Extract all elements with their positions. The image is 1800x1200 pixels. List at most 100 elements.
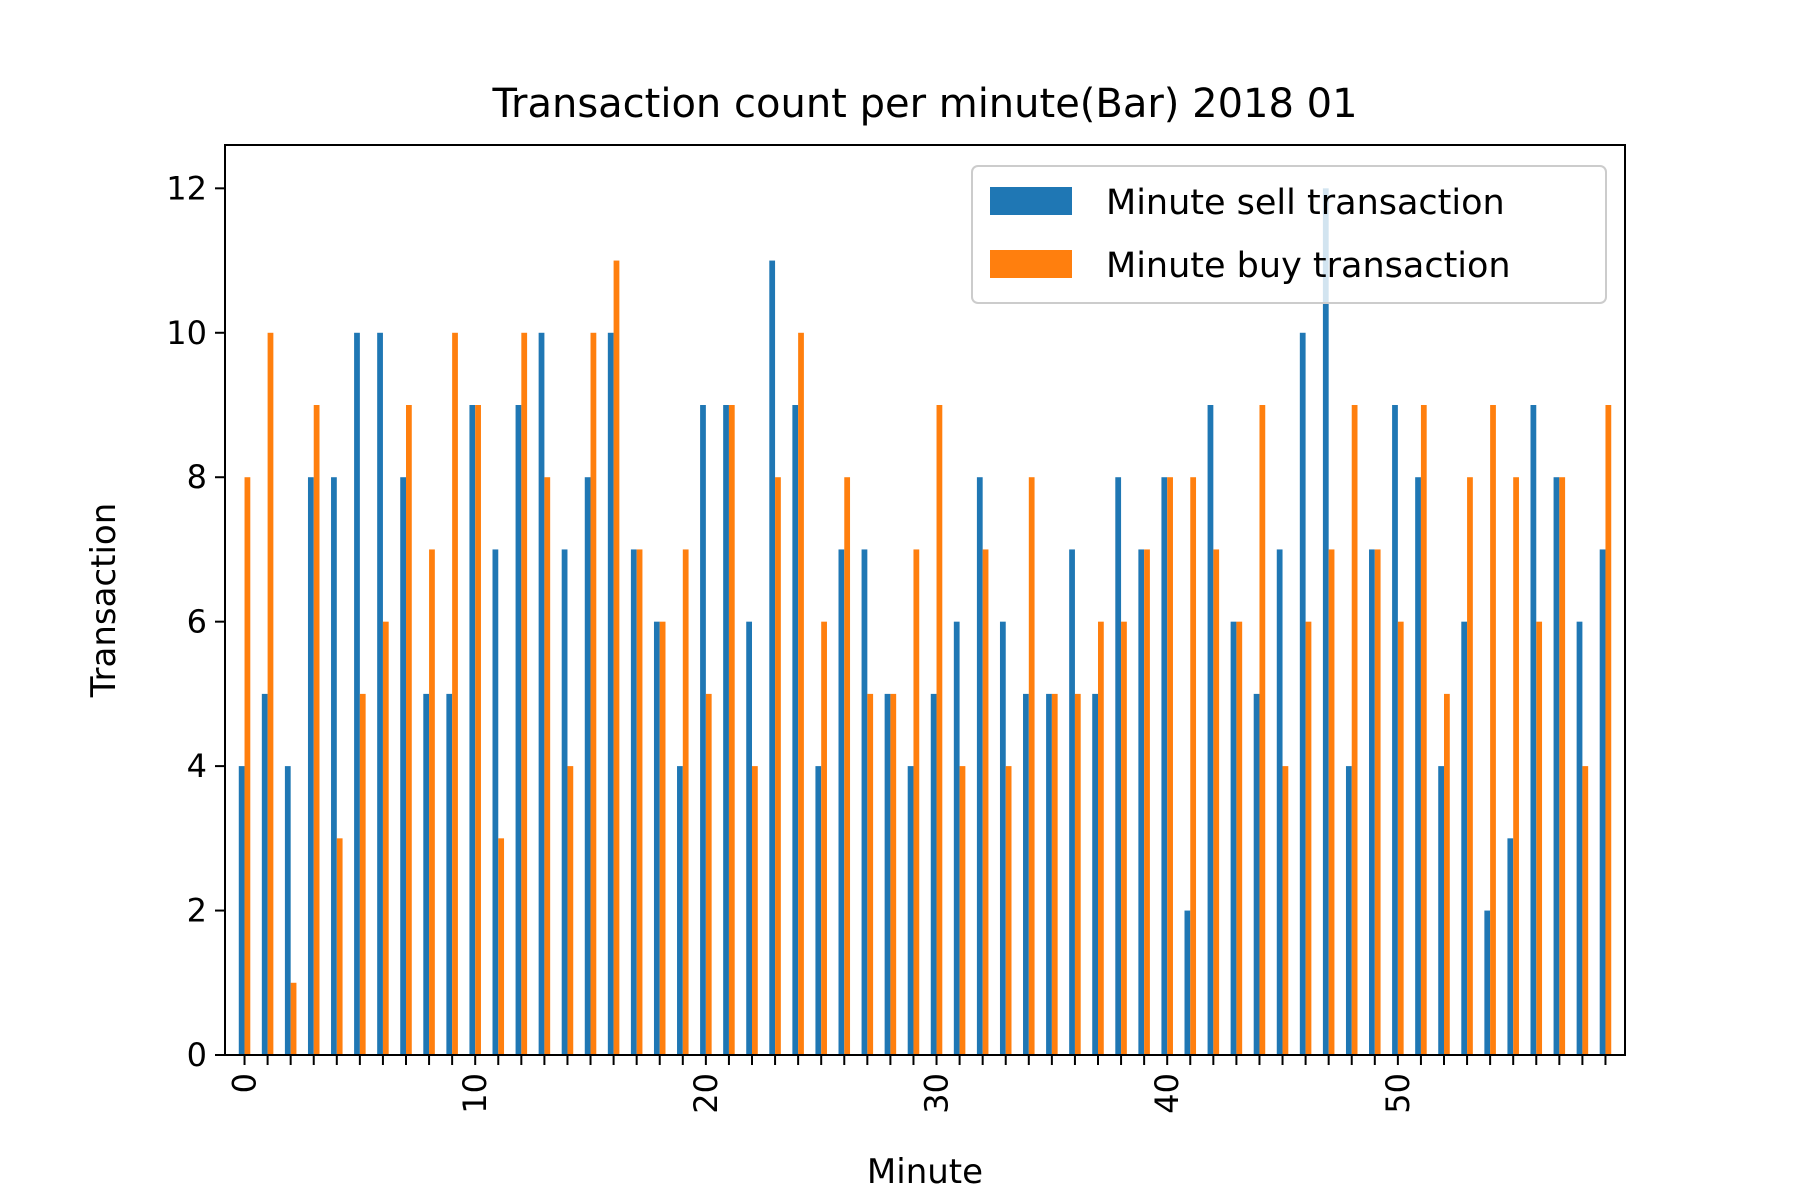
sell-bar-minute-26 [838,549,845,1055]
sell-bar-minute-38 [1115,477,1122,1056]
sell-bar-minute-18 [653,621,660,1055]
buy-bar-minute-30 [936,405,943,1055]
sell-bar-minute-30 [930,693,937,1055]
buy-bar-minute-58 [1582,766,1589,1055]
sell-bar-minute-29 [907,766,914,1055]
sell-bar-minute-54 [1484,910,1491,1055]
sell-bar-minute-19 [677,766,683,1055]
buy-bar-minute-41 [1190,477,1197,1056]
sell-bar-minute-8 [423,693,430,1055]
x-tick-label: 0 [226,1073,264,1093]
sell-bar-minute-12 [515,405,522,1055]
y-axis-ticks: 0 2 4 6 8 10 12 [166,169,225,1074]
buy-bar-minute-18 [659,621,666,1055]
buy-bar-minute-31 [959,766,966,1055]
sell-bar-minute-28 [884,693,891,1055]
y-tick-label: 2 [187,892,207,930]
y-axis-label: Transaction [84,503,124,699]
sell-bar-minute-37 [1092,693,1098,1055]
buy-bar-minute-14 [567,766,574,1055]
sell-bar-minute-43 [1230,621,1237,1055]
x-tick-label: 10 [456,1073,494,1114]
sell-bar-minute-58 [1576,621,1583,1055]
buy-bar-minute-5 [359,693,366,1055]
sell-bar-minute-6 [377,332,383,1055]
buy-bar-minute-0 [244,477,251,1056]
buy-bar-minute-19 [682,549,689,1055]
sell-bar-minute-14 [561,549,568,1055]
sell-bar-minute-51 [1415,477,1421,1056]
sell-bar-minute-56 [1530,405,1537,1055]
sell-bar-minute-44 [1253,693,1260,1055]
y-tick-label: 0 [187,1036,207,1074]
sell-bar-minute-2 [284,766,291,1055]
buy-bar-minute-24 [798,332,804,1055]
x-tick-label: 40 [1148,1073,1186,1114]
y-tick-label: 4 [187,747,207,785]
buy-bar-minute-49 [1374,549,1381,1055]
buy-bar-minute-9 [452,332,458,1055]
sell-bar-minute-3 [307,477,314,1056]
buy-bar-minute-26 [844,477,851,1056]
buy-bar-minute-25 [821,621,827,1055]
sell-bar-minute-16 [607,332,614,1055]
sell-bar-minute-5 [354,332,360,1055]
buy-bar-minute-51 [1420,405,1427,1055]
buy-bar-minute-37 [1098,621,1104,1055]
sell-bar-minute-46 [1299,332,1306,1055]
buy-bar-minute-7 [406,405,412,1055]
buy-bar-minute-55 [1513,477,1519,1056]
y-tick-label: 10 [166,314,207,352]
buy-bar-minute-38 [1121,621,1127,1055]
buy-bar-minute-46 [1305,621,1312,1055]
chart-title: Transaction count per minute(Bar) 2018 0… [491,81,1357,127]
sell-bar-minute-4 [331,477,337,1056]
sell-bar-minute-22 [746,621,752,1055]
buy-bar-minute-59 [1605,405,1612,1055]
x-tick-label: 30 [918,1073,956,1114]
plot-frame [224,144,1626,1056]
sell-bar-minute-45 [1276,549,1283,1055]
legend-box [971,165,1607,304]
buy-bar-minute-40 [1167,477,1173,1056]
sell-bar-minute-11 [492,549,499,1055]
y-tick-label: 12 [166,169,207,207]
sell-bar-minute-1 [261,693,268,1055]
buy-bar-minute-53 [1467,477,1473,1056]
sell-bar-minute-34 [1023,693,1029,1055]
sell-bar-minute-42 [1207,405,1214,1055]
buy-bar-minute-6 [382,621,389,1055]
buy-bar-minute-11 [498,838,505,1055]
x-axis-label: Minute [867,1152,983,1192]
buy-bar-minute-13 [544,477,551,1056]
sell-bar-minute-52 [1438,766,1444,1055]
buy-bar-minute-34 [1028,477,1035,1056]
x-tick-label: 20 [687,1073,725,1114]
sell-bar-minute-32 [976,477,983,1056]
bars-group [238,188,1612,1056]
sell-bar-minute-20 [700,405,706,1055]
buy-bar-minute-21 [728,405,735,1055]
sell-bar-minute-7 [400,477,406,1056]
buy-bar-minute-39 [1144,549,1150,1055]
sell-bar-minute-33 [999,621,1006,1055]
buy-bar-minute-20 [705,693,712,1055]
legend-swatch-sell [990,187,1072,215]
legend-label-buy: Minute buy transaction [1106,246,1511,286]
buy-bar-minute-8 [429,549,435,1055]
sell-bar-minute-24 [792,405,799,1055]
sell-bar-minute-47 [1322,188,1329,1055]
buy-bar-minute-54 [1490,405,1496,1055]
buy-bar-minute-29 [913,549,920,1055]
buy-bar-minute-27 [867,693,874,1055]
buy-bar-minute-16 [613,260,620,1055]
buy-bar-minute-12 [521,332,528,1055]
buy-bar-minute-15 [590,332,597,1055]
buy-bar-minute-45 [1282,766,1289,1055]
buy-bar-minute-44 [1259,405,1266,1055]
buy-bar-minute-3 [313,405,320,1055]
legend[interactable]: Minute sell transaction Minute buy trans… [971,165,1607,304]
sell-bar-minute-25 [815,766,822,1055]
buy-bar-minute-23 [775,477,781,1056]
buy-bar-minute-56 [1536,621,1543,1055]
